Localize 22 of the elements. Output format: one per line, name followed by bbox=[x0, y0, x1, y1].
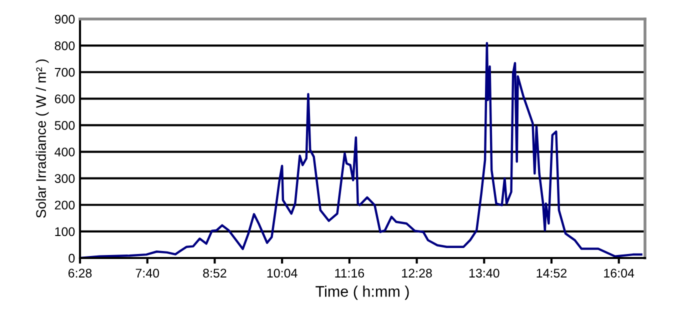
y-tick-label: 800 bbox=[54, 41, 75, 50]
x-tick-label: 14:52 bbox=[536, 268, 566, 278]
y-tick-label: 0 bbox=[68, 254, 75, 263]
y-axis-title: Solar Irradiance ( W / m² ) bbox=[36, 59, 49, 218]
x-tick-label: 16:04 bbox=[604, 268, 634, 278]
x-tick-label: 10:04 bbox=[267, 268, 298, 278]
x-tick-label: 7:40 bbox=[136, 268, 160, 278]
x-axis-title: Time ( h:mm ) bbox=[316, 286, 409, 300]
x-tick-label: 11:16 bbox=[335, 268, 364, 278]
line-series bbox=[80, 42, 642, 258]
x-tick-label: 6:28 bbox=[68, 268, 92, 278]
x-tick-label: 12:28 bbox=[402, 268, 432, 278]
y-tick-label: 500 bbox=[54, 121, 75, 130]
y-tick-label: 200 bbox=[54, 200, 75, 210]
y-tick-label: 600 bbox=[54, 94, 75, 104]
y-tick-label: 300 bbox=[54, 174, 75, 183]
y-tick-label: 400 bbox=[54, 148, 75, 156]
y-tick-label: 100 bbox=[55, 227, 75, 236]
y-tick-label: 900 bbox=[54, 14, 75, 24]
y-tick-label: 700 bbox=[54, 68, 75, 77]
x-tick-label: 13:40 bbox=[469, 268, 500, 278]
x-tick-label: 8:52 bbox=[203, 268, 226, 278]
